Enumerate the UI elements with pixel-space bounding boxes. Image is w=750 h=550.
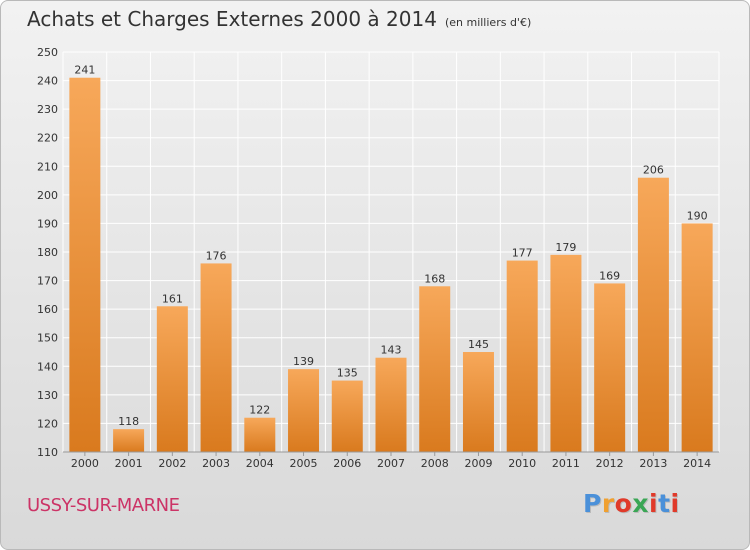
bar: [594, 283, 626, 452]
bar: [681, 223, 713, 452]
bar: [550, 254, 582, 452]
y-tick-label: 250: [37, 46, 58, 59]
data-label: 177: [512, 247, 533, 260]
logo-letter: i: [649, 489, 659, 518]
data-label: 169: [599, 269, 620, 282]
x-tick-label: 2012: [596, 457, 624, 470]
y-tick-label: 190: [37, 217, 58, 230]
x-tick-label: 2002: [158, 457, 186, 470]
y-tick-label: 230: [37, 103, 58, 116]
data-label: 168: [424, 272, 445, 285]
data-label: 241: [74, 64, 95, 77]
x-tick-label: 2000: [71, 457, 99, 470]
chart-subtitle: (en milliers d'€): [444, 16, 532, 29]
x-tick-label: 2004: [246, 457, 274, 470]
bar: [156, 306, 188, 452]
data-label: 176: [206, 249, 227, 262]
x-tick-label: 2001: [115, 457, 143, 470]
y-tick-label: 130: [37, 389, 58, 402]
x-tick-label: 2013: [639, 457, 667, 470]
y-tick-label: 220: [37, 132, 58, 145]
x-tick-label: 2011: [552, 457, 580, 470]
bar: [637, 177, 669, 452]
logo-letter: P: [583, 489, 602, 518]
x-tick-label: 2010: [508, 457, 536, 470]
y-tick-label: 120: [37, 417, 58, 430]
y-tick-label: 200: [37, 189, 58, 202]
y-tick-label: 150: [37, 332, 58, 345]
bar: [200, 263, 232, 452]
logo-letter: r: [601, 489, 615, 518]
y-tick-label: 110: [37, 446, 58, 459]
data-label: 122: [249, 404, 270, 417]
data-label: 143: [381, 344, 402, 357]
data-label: 179: [555, 241, 576, 254]
data-label: 139: [293, 355, 314, 368]
logo-letter: o: [614, 489, 633, 518]
x-tick-label: 2005: [290, 457, 318, 470]
bar: [288, 369, 320, 452]
bar: [244, 417, 276, 452]
y-tick-label: 240: [37, 75, 58, 88]
x-tick-label: 2006: [333, 457, 361, 470]
data-label: 206: [643, 164, 664, 177]
commune-name: USSY-SUR-MARNE: [27, 495, 180, 516]
bar: [69, 77, 101, 452]
bar: [419, 286, 451, 452]
y-tick-label: 170: [37, 275, 58, 288]
x-tick-label: 2014: [683, 457, 711, 470]
x-tick-label: 2007: [377, 457, 405, 470]
logo-letter: i: [670, 489, 680, 518]
bar: [113, 429, 145, 452]
x-tick-label: 2008: [421, 457, 449, 470]
y-tick-label: 210: [37, 160, 58, 173]
data-label: 190: [687, 209, 708, 222]
bar: [331, 380, 363, 452]
data-label: 135: [337, 367, 358, 380]
y-tick-label: 180: [37, 246, 58, 259]
bar: [506, 260, 538, 452]
chart-title: Achats et Charges Externes 2000 à 2014 (e…: [27, 7, 532, 31]
y-tick-label: 140: [37, 360, 58, 373]
bar: [462, 352, 494, 452]
data-label: 118: [118, 415, 139, 428]
proxiti-logo: Proxiti: [583, 489, 680, 518]
logo-letter: t: [658, 489, 671, 518]
data-label: 161: [162, 292, 183, 305]
bar: [375, 357, 407, 452]
x-tick-label: 2009: [464, 457, 492, 470]
x-tick-label: 2003: [202, 457, 230, 470]
data-label: 145: [468, 338, 489, 351]
logo-letter: x: [632, 489, 649, 518]
y-tick-label: 160: [37, 303, 58, 316]
